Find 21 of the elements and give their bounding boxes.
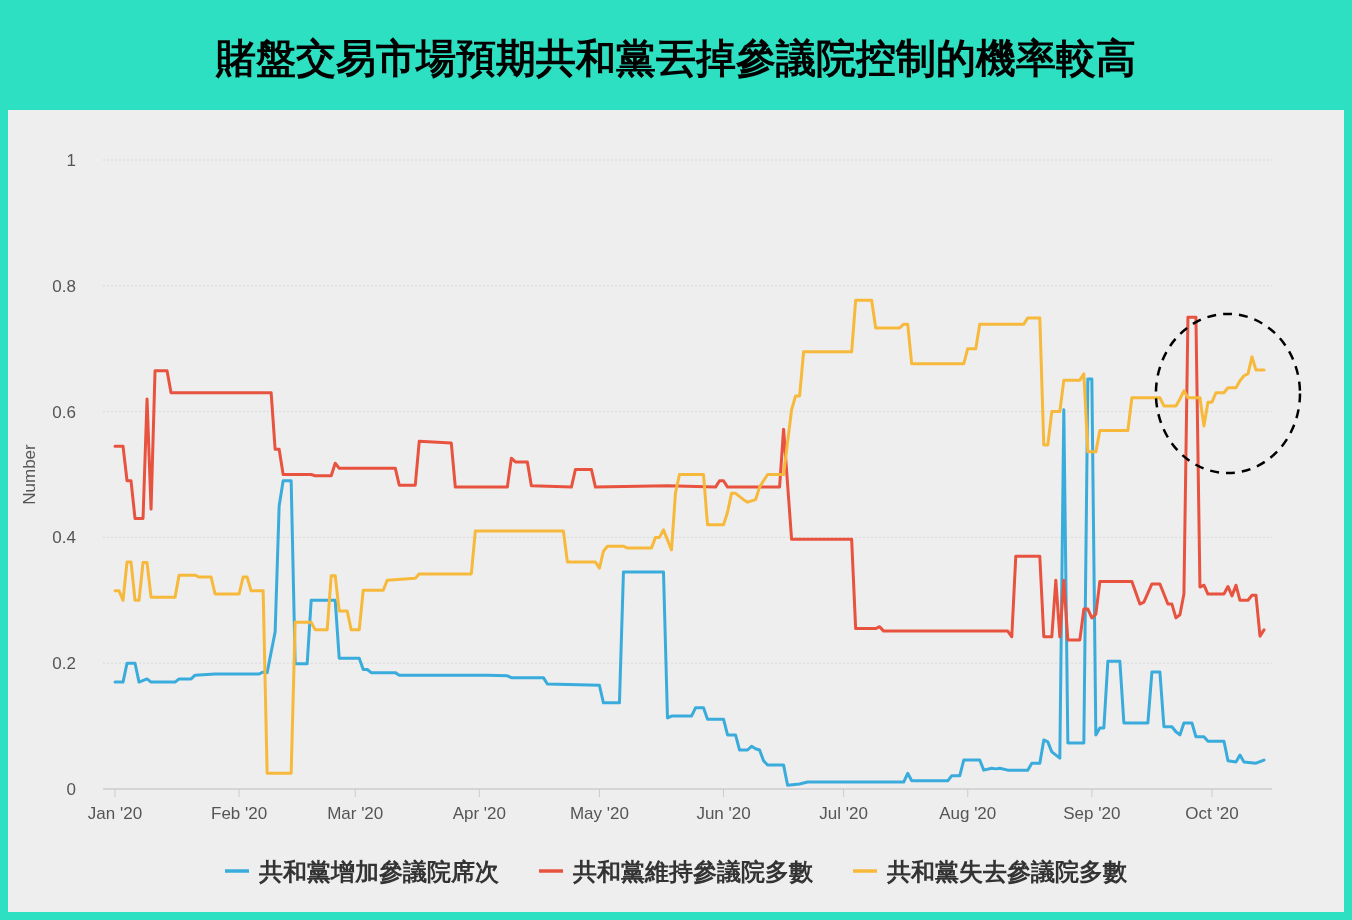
y-tick-label: 1 xyxy=(66,151,76,170)
x-tick-label: Feb '20 xyxy=(211,804,268,823)
x-tick-label: Mar '20 xyxy=(327,804,384,823)
x-tick-label: Jul '20 xyxy=(819,804,868,823)
legend-label: 共和黨失去參議院多數 xyxy=(886,858,1128,885)
x-tick-label: Jun '20 xyxy=(696,804,751,823)
x-tick-label: Aug '20 xyxy=(939,804,997,823)
x-tick-label: Oct '20 xyxy=(1185,804,1239,823)
y-axis-title: Number xyxy=(20,443,39,505)
x-tick-label: Jan '20 xyxy=(87,804,143,823)
x-tick-label: May '20 xyxy=(569,804,629,823)
y-tick-label: 0.4 xyxy=(52,528,76,548)
legend-label: 共和黨維持參議院多數 xyxy=(572,858,814,885)
y-tick-label: 0.6 xyxy=(52,402,76,422)
y-tick-label: 0 xyxy=(66,780,76,799)
y-tick-label: 0.2 xyxy=(52,654,76,674)
chart-title: 賭盤交易市場預期共和黨丟掉參議院控制的機率較高 xyxy=(215,36,1136,80)
legend-label: 共和黨增加參議院席次 xyxy=(258,858,500,885)
x-tick-label: Apr '20 xyxy=(452,804,506,823)
y-tick-label: 0.8 xyxy=(52,276,76,296)
x-tick-label: Sep '20 xyxy=(1063,804,1121,823)
